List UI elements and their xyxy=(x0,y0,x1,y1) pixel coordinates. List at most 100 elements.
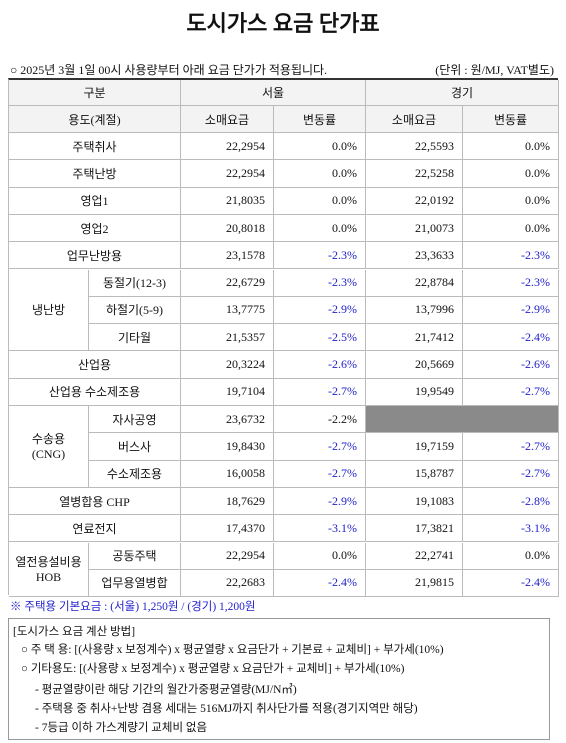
value-cell: 19,1083 xyxy=(366,487,463,516)
value-cell: 0.0% xyxy=(463,214,559,243)
value-cell: -2.3% xyxy=(463,269,559,297)
value-cell: 23,1578 xyxy=(181,242,274,270)
column-header: 소매요금 xyxy=(181,106,274,133)
group-label: 열전용설비용 HOB xyxy=(9,542,89,598)
group-label: 수송용 (CNG) xyxy=(9,406,89,488)
value-cell: -2.2% xyxy=(274,406,366,434)
value-cell: 23,6732 xyxy=(181,406,274,434)
value-cell: -2.4% xyxy=(463,569,559,598)
row-label: 주택난방 xyxy=(9,160,181,188)
value-cell: -2.4% xyxy=(274,569,366,598)
group-label: 냉난방 xyxy=(9,269,89,352)
row-label: 산업용 수소제조용 xyxy=(9,378,181,406)
column-header: 변동률 xyxy=(463,106,559,133)
row-label: 공동주택 xyxy=(89,542,181,570)
value-cell: 0.0% xyxy=(463,187,559,215)
method-line: ○ 주 택 용: [(사용량 x 보정계수) x 평균열량 x 요금단가 + 기… xyxy=(21,644,444,656)
value-cell: 13,7775 xyxy=(181,296,274,325)
value-cell: -2.6% xyxy=(463,351,559,379)
row-label: 동절기(12-3) xyxy=(89,269,181,297)
method-line: ○ 기타용도: [(사용량 x 보정계수) x 평균열량 x 요금단가 + 교체… xyxy=(21,663,405,675)
row-label: 버스사 xyxy=(89,433,181,461)
rate-table: 구분 서울 경기 용도(계절) 소매요금 변동률 소매요금 변동률 주택취사 22,2954 0.0… xyxy=(8,78,559,598)
value-cell: 0.0% xyxy=(274,133,366,161)
value-cell: 22,2683 xyxy=(181,569,274,598)
value-cell: 0.0% xyxy=(463,542,559,570)
method-line: - 주택용 중 취사+난방 겸용 세대는 516MJ까지 취사단가를 적용(경기… xyxy=(35,703,418,715)
value-cell: 23,3633 xyxy=(366,242,463,270)
value-cell: 21,7412 xyxy=(366,324,463,352)
value-cell: 0.0% xyxy=(274,187,366,215)
value-cell: 22,2954 xyxy=(181,160,274,188)
value-cell: -2.7% xyxy=(463,433,559,461)
row-label: 주택취사 xyxy=(9,133,181,161)
value-cell: -2.9% xyxy=(463,296,559,325)
row-label: 열병합용 CHP xyxy=(9,487,181,516)
value-cell: 20,5669 xyxy=(366,351,463,379)
value-cell: 22,6729 xyxy=(181,269,274,297)
value-cell: 0.0% xyxy=(274,160,366,188)
value-cell: -2.5% xyxy=(274,324,366,352)
value-cell: 22,2954 xyxy=(181,133,274,161)
value-cell: -3.1% xyxy=(274,515,366,543)
value-cell: -2.9% xyxy=(274,296,366,325)
row-label: 산업용 xyxy=(9,351,181,379)
value-cell: -2.7% xyxy=(274,433,366,461)
row-label: 기타월 xyxy=(89,324,181,352)
column-header: 변동률 xyxy=(274,106,366,133)
row-label: 수소제조용 xyxy=(89,460,181,488)
value-cell: 0.0% xyxy=(274,542,366,570)
row-label: 하절기(5-9) xyxy=(89,296,181,325)
value-cell: 21,8035 xyxy=(181,187,274,215)
value-cell: 20,3224 xyxy=(181,351,274,379)
value-cell: -2.4% xyxy=(463,324,559,352)
value-cell: 19,9549 xyxy=(366,378,463,406)
value-cell: -2.3% xyxy=(463,242,559,270)
row-label: 업무용열병합 xyxy=(89,569,181,598)
row-label: 영업1 xyxy=(9,187,181,215)
value-cell: 22,5593 xyxy=(366,133,463,161)
usage-header: 용도(계절) xyxy=(9,106,181,133)
value-cell: 0.0% xyxy=(463,160,559,188)
value-cell: -3.1% xyxy=(463,515,559,543)
value-cell: -2.6% xyxy=(274,351,366,379)
notice: ○ 2025년 3월 1일 00시 사용량부터 아래 요금 단가가 적용됩니다. xyxy=(10,63,328,77)
column-header: 소매요금 xyxy=(366,106,463,133)
value-cell: -2.3% xyxy=(274,269,366,297)
value-cell: -2.8% xyxy=(463,487,559,516)
value-cell: 0.0% xyxy=(274,214,366,243)
region-header: 서울 xyxy=(181,80,366,106)
value-cell: -2.7% xyxy=(463,378,559,406)
value-cell: -2.7% xyxy=(463,460,559,488)
value-cell: 22,2741 xyxy=(366,542,463,570)
value-cell: 17,3821 xyxy=(366,515,463,543)
value-cell: 19,8430 xyxy=(181,433,274,461)
value-cell: 19,7104 xyxy=(181,378,274,406)
value-cell: 20,8018 xyxy=(181,214,274,243)
empty-cell xyxy=(366,406,559,434)
value-cell: -2.7% xyxy=(274,378,366,406)
value-cell: 22,2954 xyxy=(181,542,274,570)
method-line: - 7등급 이하 가스계량기 교체비 없음 xyxy=(35,722,208,734)
value-cell: 21,9815 xyxy=(366,569,463,598)
value-cell: -2.7% xyxy=(274,460,366,488)
row-label: 업무난방용 xyxy=(9,242,181,270)
row-label: 자사공영 xyxy=(89,406,181,434)
method-box: [도시가스 요금 계산 방법] ○ 주 택 용: [(사용량 x 보정계수) x … xyxy=(8,618,550,740)
value-cell: 21,0073 xyxy=(366,214,463,243)
method-line: - 평균열량이란 해당 기간의 월간가중평균열량(MJ/N㎥) xyxy=(35,684,297,696)
title: 도시가스 요금 단가표 xyxy=(186,11,380,36)
value-cell: 19,7159 xyxy=(366,433,463,461)
value-cell: -2.9% xyxy=(274,487,366,516)
value-cell: 16,0058 xyxy=(181,460,274,488)
row-label: 영업2 xyxy=(9,214,181,243)
value-cell: 13,7996 xyxy=(366,296,463,325)
value-cell: 22,8784 xyxy=(366,269,463,297)
footnote: ※ 주택용 기본요금 : (서울) 1,250원 / (경기) 1,200원 xyxy=(10,601,256,613)
method-line: [도시가스 요금 계산 방법] xyxy=(13,626,136,638)
value-cell: 22,5258 xyxy=(366,160,463,188)
value-cell: 0.0% xyxy=(463,133,559,161)
value-cell: -2.3% xyxy=(274,242,366,270)
value-cell: 21,5357 xyxy=(181,324,274,352)
